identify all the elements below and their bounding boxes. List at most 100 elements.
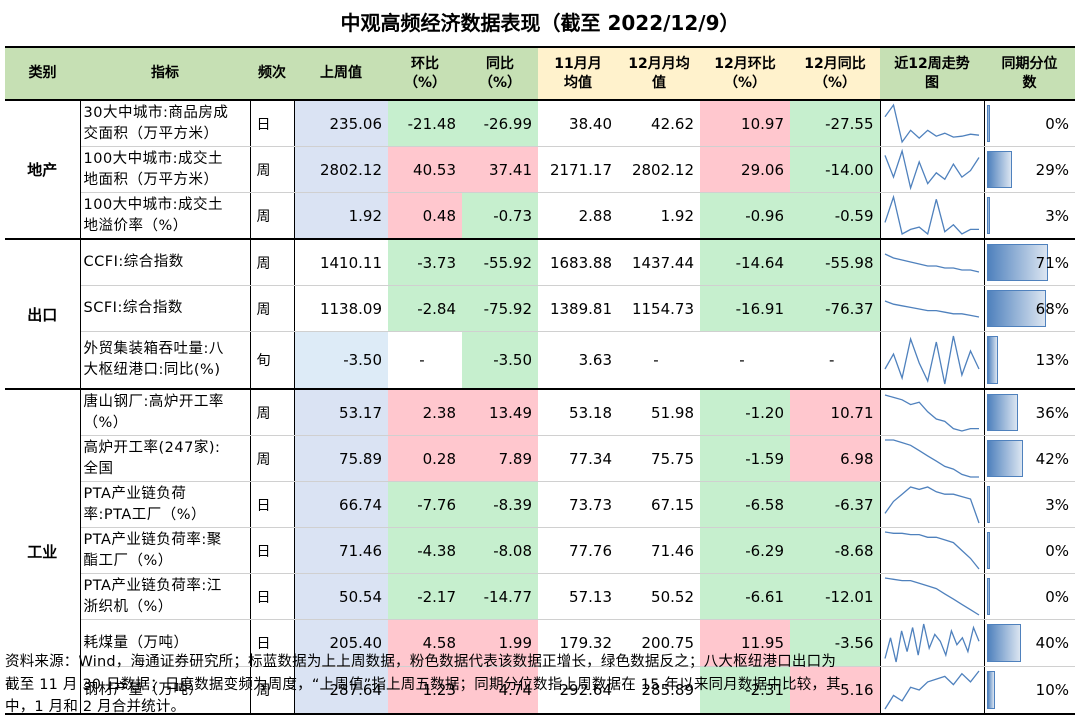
sparkline-line [883, 485, 980, 523]
value-dyoy: -27.55 [790, 100, 881, 147]
indicator-line: 100大中城市:成交土 [83, 196, 224, 213]
value-dec: 1.92 [618, 192, 700, 240]
indicator-name: 100大中城市:成交土 地溢价率（%） [80, 192, 250, 240]
value-last: 205.40 [294, 619, 388, 667]
value-wow: 0.28 [388, 435, 462, 482]
value-nov: 292.64 [538, 666, 618, 715]
value-dmom: -0.96 [700, 192, 790, 240]
indicator-name: 钢材产量（万吨） [80, 666, 250, 715]
sparkline-svg [884, 393, 979, 432]
percentile-value: 42% [1035, 449, 1069, 468]
value-yoy: -8.08 [462, 527, 538, 574]
percentile-cell: 0% [984, 100, 1075, 147]
frequency: 周 [249, 239, 295, 286]
footnote: 资料来源：Wind，海通证券研究所；标蓝数据为上上周数据，粉色数据代表该数据正增… [5, 651, 1075, 719]
table-row: 地产 30大中城市:商品房成 交面积（万平方米）日 235.06 -21.48 -26.9… [5, 100, 1075, 240]
trend-sparkline [880, 146, 985, 193]
indicator-line: SCFI:综合指数 [83, 300, 183, 316]
percentile-cell: 10% [984, 666, 1075, 715]
sparkline-svg [884, 252, 979, 273]
percentile-value: 0% [1045, 587, 1069, 606]
percentile-bar [986, 578, 990, 615]
data-table: 类别 指标 频次 上周值 环比 （%） 同比 （%） 11月月 均值 12月月均值 1… [5, 46, 1075, 715]
value-last: 1.92 [294, 192, 388, 240]
value-dec: 1154.73 [618, 285, 700, 332]
trend-sparkline [880, 100, 985, 147]
sparkline-svg [884, 439, 979, 478]
value-wow: -7.76 [388, 481, 462, 528]
value-last: 287.64 [294, 666, 388, 715]
value-dyoy: 10.71 [790, 389, 881, 436]
indicator-name: 唐山钢厂:高炉开工率 （%） [80, 389, 250, 436]
value-yoy: -8.39 [462, 481, 538, 528]
value-nov: 1683.88 [538, 239, 618, 286]
indicator-name: PTA产业链负荷率:聚 酯工厂（%） [80, 527, 250, 574]
indicator-name: 30大中城市:商品房成 交面积（万平方米） [80, 100, 250, 147]
value-yoy: -75.92 [462, 285, 538, 332]
percentile-value: 13% [1035, 351, 1069, 369]
value-dec: 75.75 [618, 435, 700, 482]
value-last: 2802.12 [294, 146, 388, 193]
percentile-value: 10% [1035, 681, 1069, 699]
percentile-cell: 42% [984, 435, 1075, 482]
header-category: 类别 [5, 46, 80, 101]
sparkline-svg [883, 148, 980, 191]
value-nov: 77.76 [538, 527, 618, 574]
sparkline-svg [883, 103, 979, 144]
sparkline-line [884, 252, 979, 273]
indicator-line: 100大中城市:成交土 [83, 150, 224, 167]
value-dmom: -6.29 [700, 527, 790, 574]
sparkline-svg [883, 335, 980, 385]
table-row: PTA产业链负荷率:江 浙织机（%）日 50.54 -2.17 -14.77 57.13 5… [5, 573, 1075, 620]
indicator-line: 浙织机（%） [83, 598, 173, 615]
percentile-value: 71% [1035, 253, 1069, 272]
frequency: 日 [249, 619, 295, 667]
percentile-cell: 0% [984, 573, 1075, 620]
header-last-week: 上周值 [294, 46, 388, 101]
value-dyoy: -14.00 [790, 146, 881, 193]
value-wow: -4.38 [388, 527, 462, 574]
value-wow: - [388, 331, 462, 390]
value-dec: 42.62 [618, 100, 700, 147]
indicator-line: 高炉开工率(247家): [83, 439, 221, 456]
sparkline-line [883, 670, 980, 710]
indicator-line: CCFI:综合指数 [83, 254, 184, 270]
value-dmom: -2.31 [700, 666, 790, 715]
value-dec: 50.52 [618, 573, 700, 620]
value-dec: 200.75 [618, 619, 700, 667]
footnote-line: 中，1 月和 2 月合并统计。 [5, 699, 186, 715]
indicator-line: 交面积（万平方米） [83, 125, 219, 142]
indicator-line: 外贸集装箱吞吐量:八 [83, 341, 224, 357]
value-dmom: 11.95 [700, 619, 790, 667]
percentile-cell: 68% [984, 285, 1075, 332]
percentile-value: 0% [1045, 541, 1069, 560]
sparkline-line [884, 299, 979, 318]
sparkline-line [884, 531, 980, 570]
value-dmom: 29.06 [700, 146, 790, 193]
frequency: 周 [249, 666, 295, 715]
footnote-line: 截至 11 月 30 日数据；日度数据变频为周度，“上周值”指上周五数据；同期分… [5, 676, 841, 693]
header-dec-avg: 12月月均值 [618, 46, 700, 101]
value-nov: 53.18 [538, 389, 618, 436]
trend-sparkline [880, 666, 985, 715]
percentile-cell: 3% [984, 481, 1075, 528]
percentile-bar [986, 244, 1049, 281]
value-wow: -2.17 [388, 573, 462, 620]
indicator-name: PTA产业链负荷率:江 浙织机（%） [80, 573, 250, 620]
indicator-name: SCFI:综合指数 [80, 285, 250, 332]
sparkline-svg [883, 194, 979, 236]
table-body: 地产 30大中城市:商品房成 交面积（万平方米）日 235.06 -21.48 -26.9… [5, 100, 1075, 715]
value-last: 53.17 [294, 389, 388, 436]
value-wow: -2.84 [388, 285, 462, 332]
value-nov: 77.34 [538, 435, 618, 482]
trend-sparkline [880, 481, 985, 528]
value-dyoy: 5.16 [790, 666, 881, 715]
percentile-value: 68% [1035, 299, 1069, 318]
value-dec: 67.15 [618, 481, 700, 528]
value-wow: 0.48 [388, 192, 462, 240]
sparkline-line [884, 393, 979, 432]
percentile-value: 3% [1045, 206, 1069, 225]
percentile-cell: 71% [984, 239, 1075, 286]
value-dec: 1437.44 [618, 239, 700, 286]
value-yoy: -55.92 [462, 239, 538, 286]
